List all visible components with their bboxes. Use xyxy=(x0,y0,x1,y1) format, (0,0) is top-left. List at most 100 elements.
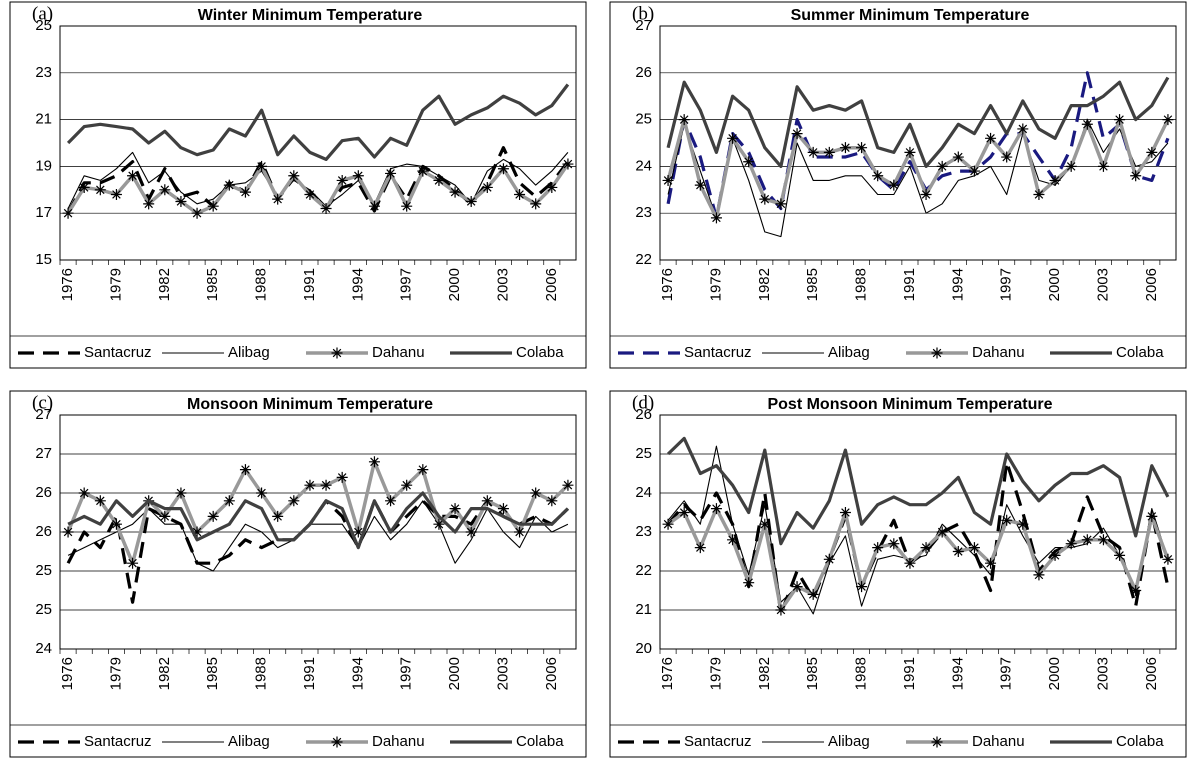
star-marker xyxy=(256,487,268,499)
legend-marker xyxy=(931,736,943,748)
star-marker xyxy=(336,174,348,186)
star-marker xyxy=(159,510,171,522)
star-marker xyxy=(1065,160,1077,172)
star-marker xyxy=(775,198,787,210)
star-marker xyxy=(952,546,964,557)
y-tick-label: 24 xyxy=(635,484,652,501)
x-tick-label: 1994 xyxy=(949,268,966,301)
y-tick-label: 21 xyxy=(635,601,652,618)
star-marker xyxy=(872,170,884,182)
x-tick-label: 1991 xyxy=(301,268,318,301)
legend-label: Alibag xyxy=(828,344,870,361)
star-marker xyxy=(936,160,948,172)
legend-label: Colaba xyxy=(1116,344,1164,361)
star-marker xyxy=(562,158,574,170)
x-tick-label: 2006 xyxy=(543,657,560,690)
star-marker xyxy=(449,503,461,515)
star-marker xyxy=(223,495,235,507)
star-marker xyxy=(662,518,674,530)
y-tick-label: 23 xyxy=(635,523,652,540)
star-marker xyxy=(239,464,251,476)
legend-label: Colaba xyxy=(516,344,564,361)
star-marker xyxy=(1033,569,1045,581)
star-marker xyxy=(352,526,364,538)
legend-label: Dahanu xyxy=(372,733,425,750)
panel-label: (d) xyxy=(632,392,654,413)
star-marker xyxy=(368,200,380,212)
star-marker xyxy=(207,200,219,212)
star-marker xyxy=(1065,538,1077,550)
x-tick-label: 1997 xyxy=(998,657,1015,690)
plot-frame xyxy=(59,25,577,261)
star-marker xyxy=(1162,553,1174,565)
legend-label: Santacruz xyxy=(84,344,152,361)
y-tick-label: 26 xyxy=(635,406,652,423)
legend-marker xyxy=(331,347,343,359)
series-line xyxy=(666,436,1170,546)
star-marker xyxy=(304,188,316,200)
star-marker xyxy=(110,188,122,200)
star-marker xyxy=(288,495,300,507)
star-marker xyxy=(449,186,461,198)
star-marker xyxy=(320,203,332,215)
star-marker xyxy=(562,479,574,491)
star-marker xyxy=(759,518,771,530)
star-marker xyxy=(385,167,397,179)
star-marker xyxy=(1114,549,1126,561)
x-tick-label: 2006 xyxy=(1143,268,1160,301)
star-marker xyxy=(78,181,90,193)
star-marker xyxy=(1162,114,1174,126)
x-tick-label: 1985 xyxy=(804,268,821,301)
star-marker xyxy=(662,174,674,186)
star-marker xyxy=(320,479,332,491)
x-tick-label: 2003 xyxy=(494,268,511,301)
star-marker xyxy=(727,534,739,546)
y-tick-label: 17 xyxy=(35,204,52,221)
star-marker xyxy=(856,142,868,154)
star-marker xyxy=(288,170,300,182)
star-marker xyxy=(1017,518,1029,530)
star-marker xyxy=(710,503,722,515)
y-tick-label: 25 xyxy=(35,562,52,579)
star-marker xyxy=(710,212,722,224)
star-marker xyxy=(985,132,997,144)
legend-marker xyxy=(331,736,343,748)
y-tick-label: 21 xyxy=(35,111,52,128)
star-marker xyxy=(497,163,509,175)
star-marker xyxy=(678,114,690,126)
star-marker xyxy=(727,132,739,144)
star-marker xyxy=(433,174,445,186)
legend-label: Santacruz xyxy=(684,344,752,361)
legend-label: Dahanu xyxy=(972,344,1025,361)
y-tick-label: 23 xyxy=(635,204,652,221)
star-marker xyxy=(823,146,835,158)
star-marker xyxy=(417,464,429,476)
legend-label: Colaba xyxy=(1116,733,1164,750)
star-marker xyxy=(936,526,948,538)
star-marker xyxy=(888,179,900,191)
star-marker xyxy=(94,184,106,196)
star-marker xyxy=(191,207,203,219)
star-marker xyxy=(352,170,364,182)
x-tick-label: 1994 xyxy=(949,657,966,690)
star-marker xyxy=(175,487,187,499)
x-tick-label: 1988 xyxy=(253,657,270,690)
star-marker xyxy=(110,518,122,530)
x-tick-label: 1976 xyxy=(659,268,676,301)
star-marker xyxy=(678,507,690,518)
y-tick-label: 22 xyxy=(635,251,652,268)
star-marker xyxy=(1033,188,1045,200)
star-marker xyxy=(920,542,932,554)
star-marker xyxy=(530,198,542,210)
y-tick-label: 25 xyxy=(35,601,52,618)
star-marker xyxy=(127,170,139,182)
x-tick-label: 2006 xyxy=(543,268,560,301)
star-marker xyxy=(1017,123,1029,135)
x-tick-label: 1976 xyxy=(59,657,76,690)
x-tick-label: 2003 xyxy=(1094,268,1111,301)
star-marker xyxy=(1130,170,1142,182)
star-marker xyxy=(839,507,851,518)
x-tick-label: 1976 xyxy=(659,657,676,690)
star-marker xyxy=(1081,534,1093,546)
